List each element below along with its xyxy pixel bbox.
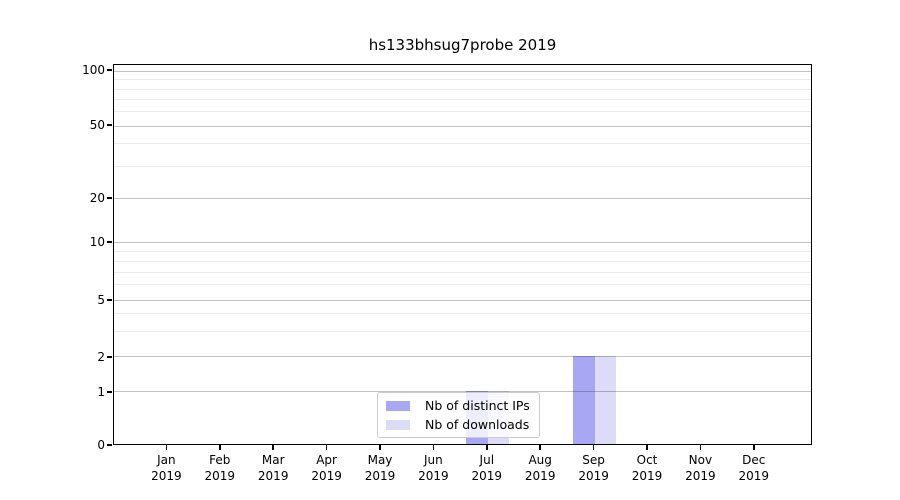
y-tick-label: 20 — [89, 191, 105, 206]
gridline-major — [114, 356, 811, 358]
gridline-minor — [114, 313, 811, 315]
chart-title: hs133bhsug7probe 2019 — [368, 36, 557, 54]
gridline-minor — [114, 260, 811, 262]
x-tick-mark — [699, 445, 702, 450]
x-tick-label-dec: Dec 2019 — [739, 452, 770, 484]
x-tick-month: Jun — [424, 453, 443, 467]
y-tick-mark — [106, 299, 112, 301]
legend-label-distinct-ips: Nb of distinct IPs — [425, 398, 530, 413]
bar-distinct-ips-sep — [573, 356, 595, 444]
gridline-major — [114, 299, 811, 301]
y-tick-mark — [106, 241, 112, 243]
gridline-minor — [114, 166, 811, 168]
x-tick-year: 2019 — [151, 469, 182, 483]
legend: Nb of distinct IPs Nb of downloads — [377, 392, 540, 438]
x-tick-year: 2019 — [471, 469, 503, 483]
x-tick-month: Oct — [636, 453, 658, 467]
x-tick-mark — [379, 445, 381, 450]
x-tick-label-feb: Feb 2019 — [205, 452, 236, 484]
x-tick-label-jun: Jun 2019 — [418, 452, 449, 484]
x-tick-mark — [432, 445, 435, 450]
x-tick-year: 2019 — [738, 469, 770, 483]
x-tick-label-apr: Apr 2019 — [311, 452, 342, 484]
gridline-minor — [114, 99, 811, 101]
gridline-major — [114, 198, 811, 200]
gridline-major — [114, 125, 811, 127]
x-tick-month: May — [367, 453, 393, 467]
x-tick-year: 2019 — [685, 469, 716, 483]
x-tick-month: Feb — [209, 453, 231, 467]
x-tick-label-nov: Nov 2019 — [685, 452, 716, 484]
y-tick-mark — [106, 356, 112, 358]
plot-area — [113, 64, 812, 445]
x-tick-month: Apr — [316, 453, 337, 467]
x-tick-mark — [272, 445, 274, 450]
x-tick-label-sep: Sep 2019 — [578, 452, 609, 484]
gridline-major — [114, 242, 811, 243]
gridline-minor — [114, 331, 811, 333]
y-tick-label: 2 — [97, 349, 105, 364]
gridline-minor — [114, 143, 811, 145]
y-tick-label: 5 — [97, 292, 105, 307]
x-tick-month: Jan — [157, 453, 176, 467]
x-tick-month: Sep — [582, 453, 605, 467]
gridline-minor — [114, 111, 811, 113]
legend-swatch-distinct-ips-icon — [386, 400, 410, 411]
x-tick-year: 2019 — [311, 469, 342, 483]
gridline-minor — [114, 284, 811, 286]
x-tick-label-aug: Aug 2019 — [525, 452, 556, 484]
y-tick-label: 10 — [89, 234, 105, 249]
x-tick-month: Aug — [528, 453, 552, 467]
legend-item-downloads: Nb of downloads — [386, 417, 530, 432]
gridline-minor — [114, 88, 811, 90]
y-tick-label: 50 — [89, 117, 105, 132]
x-tick-month: Nov — [688, 453, 713, 467]
y-tick-mark — [106, 124, 112, 126]
y-tick-label: 0 — [97, 438, 105, 452]
x-tick-label-jul: Jul 2019 — [472, 452, 503, 484]
legend-swatch-downloads-icon — [386, 419, 410, 430]
gridline-major — [114, 391, 811, 393]
x-tick-mark — [646, 445, 648, 450]
x-tick-label-mar: Mar 2019 — [258, 452, 289, 484]
y-tick-mark — [106, 444, 112, 446]
x-tick-mark — [165, 445, 168, 450]
x-tick-mark — [753, 445, 755, 450]
y-tick-label: 1 — [97, 385, 105, 400]
x-tick-year: 2019 — [418, 469, 449, 483]
x-tick-year: 2019 — [204, 469, 236, 483]
x-tick-label-jan: Jan 2019 — [151, 452, 182, 484]
gridline-major — [114, 71, 811, 73]
x-tick-year: 2019 — [257, 469, 289, 483]
x-tick-year: 2019 — [524, 469, 556, 483]
legend-label-downloads: Nb of downloads — [425, 417, 530, 432]
y-tick-mark — [106, 197, 112, 199]
bar-downloads-sep — [594, 356, 617, 444]
x-tick-mark — [486, 445, 488, 450]
gridline-minor — [114, 250, 811, 252]
x-tick-month: Jul — [479, 453, 495, 467]
x-tick-mark — [592, 445, 595, 450]
x-tick-year: 2019 — [578, 469, 609, 483]
y-tick-mark — [106, 391, 112, 393]
x-tick-label-oct: Oct 2019 — [632, 452, 663, 484]
gridline-minor — [114, 79, 811, 81]
x-tick-year: 2019 — [364, 469, 396, 483]
x-tick-year: 2019 — [631, 469, 663, 483]
x-tick-label-may: May 2019 — [365, 452, 396, 484]
y-tick-label: 100 — [82, 63, 105, 78]
legend-item-distinct-ips: Nb of distinct IPs — [386, 398, 530, 413]
y-tick-mark — [106, 69, 112, 71]
x-tick-mark — [219, 445, 221, 450]
gridline-minor — [114, 271, 811, 273]
x-tick-month: Dec — [742, 453, 766, 467]
x-tick-mark — [325, 445, 328, 450]
x-tick-month: Mar — [261, 453, 285, 467]
x-tick-mark — [539, 445, 541, 450]
